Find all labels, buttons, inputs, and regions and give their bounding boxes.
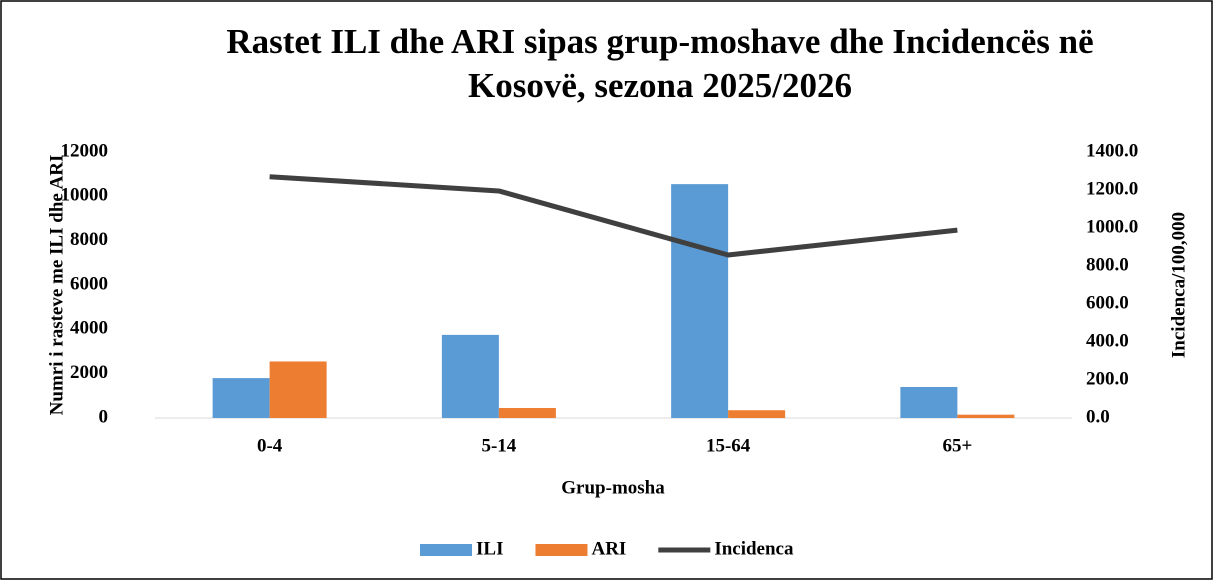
y2-tick-label: 400.0	[1086, 330, 1129, 351]
legend-swatch	[535, 544, 588, 556]
bar	[212, 378, 270, 418]
x-axis-title: Grup-mosha	[561, 477, 665, 498]
y2-tick-label: 1400.0	[1086, 140, 1138, 161]
line	[269, 174, 958, 258]
y-tick-label: 8000	[70, 229, 108, 250]
x-tick-label: 0-4	[257, 435, 283, 456]
y-tick-label: 12000	[61, 140, 109, 161]
y-tick-label: 10000	[61, 185, 109, 206]
bar	[957, 414, 1015, 418]
x-tick-label: 65+	[942, 435, 972, 456]
legend-label: Incidenca	[714, 538, 794, 559]
y2-tick-label: 200.0	[1086, 368, 1129, 389]
y2-tick-label: 1200.0	[1086, 178, 1138, 199]
y-axis-title: Numri i rasteve me ILI dhe ARI	[46, 155, 67, 416]
y-tick-label: 0	[99, 406, 109, 427]
legend-label: ARI	[591, 538, 626, 559]
legend-swatch	[420, 544, 472, 556]
y2-tick-label: 0.0	[1086, 406, 1110, 427]
bar	[671, 184, 729, 418]
y2-tick-label: 1000.0	[1086, 216, 1138, 237]
y2-tick-label: 600.0	[1086, 292, 1129, 313]
y2-tick-label: 800.0	[1086, 254, 1129, 275]
y-tick-label: 4000	[70, 318, 108, 339]
bar	[900, 386, 958, 418]
y2-axis-title: Incidenca/100,000	[1168, 212, 1189, 358]
bar	[269, 361, 327, 418]
bar	[498, 408, 556, 418]
bar	[728, 410, 786, 418]
x-tick-label: 5-14	[481, 435, 516, 456]
x-tick-label: 15-64	[706, 435, 751, 456]
legend-label: ILI	[476, 538, 503, 559]
y-tick-label: 2000	[70, 362, 108, 383]
chart-title: Rastet ILI dhe ARI sipas grup-moshave dh…	[226, 22, 1094, 105]
y-tick-label: 6000	[70, 273, 108, 294]
bar	[441, 334, 499, 418]
